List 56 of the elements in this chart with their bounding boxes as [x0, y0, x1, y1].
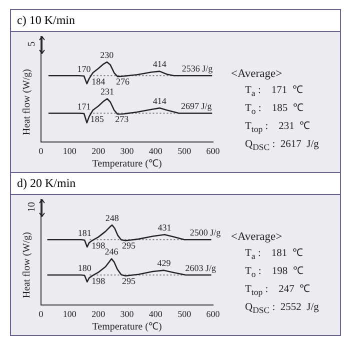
x-tick-label: 200	[92, 308, 106, 319]
annotation: 414	[152, 59, 167, 70]
text: T$_{a}$ : 171 ℃	[244, 84, 304, 100]
y-axis-title: Heat flow (W/g)	[22, 232, 33, 298]
annotation: 273	[115, 114, 130, 124]
text: <Average>	[231, 68, 284, 80]
x-tick-label: 400	[148, 308, 163, 319]
annotation: 295	[122, 240, 136, 250]
annotation: 276	[116, 76, 130, 87]
annotation: 248	[105, 212, 120, 223]
annotation: 429	[157, 258, 172, 268]
annotation: 295	[122, 276, 136, 286]
text: T$_{o}$ : 198 ℃	[244, 265, 304, 282]
annotation: 246	[104, 246, 119, 257]
x-tick-label: 400	[148, 146, 163, 156]
x-tick-label: 0	[38, 308, 44, 319]
chart-title: d) 20 K/min	[11, 173, 340, 195]
x-tick-label: 100	[62, 308, 77, 319]
annotation: 231	[100, 86, 114, 97]
text: Q$_{DSC}$ : 2617 J/g	[244, 138, 319, 154]
x-axis-title: Temperature (℃)	[92, 158, 162, 170]
text: T$_{a}$ : 181 ℃	[244, 247, 304, 264]
x-tick-label: 500	[178, 146, 192, 156]
text: 10	[26, 202, 38, 212]
annotation: 184	[92, 76, 106, 87]
annotation: 2536 J/g	[182, 64, 214, 74]
annotation: 2500 J/g	[190, 227, 222, 238]
annotation: 181	[78, 228, 92, 238]
text: 5	[26, 42, 38, 46]
x-tick-label: 300	[120, 146, 134, 156]
annotation: 198	[92, 240, 106, 250]
x-tick-label: 300	[120, 308, 134, 319]
annotation: 2603 J/g	[185, 262, 217, 273]
x-tick-label: 600	[206, 146, 220, 156]
annotation: 170	[77, 64, 92, 74]
x-tick-label: 600	[206, 308, 220, 319]
annotation: 185	[90, 114, 104, 124]
text: T$_{top}$ : 247 ℃	[244, 283, 311, 300]
annotation: 414	[152, 96, 167, 106]
annotation: 230	[100, 50, 114, 60]
x-tick-label: 0	[38, 146, 44, 156]
text: Q$_{DSC}$ : 2552 J/g	[244, 301, 319, 318]
x-tick-label: 200	[92, 146, 106, 156]
x-tick-label: 500	[178, 308, 192, 319]
annotation: 431	[158, 222, 172, 233]
annotation: 198	[92, 276, 106, 286]
text: <Average>	[231, 231, 284, 243]
y-axis-title: Heat flow (W/g)	[22, 69, 33, 136]
annotation: 180	[78, 263, 92, 274]
text: T$_{o}$ : 185 ℃	[244, 102, 304, 118]
annotation: 2697 J/g	[180, 101, 212, 112]
x-tick-label: 100	[62, 146, 77, 156]
text: T$_{top}$ : 231 ℃	[244, 120, 311, 136]
chart-title: c) 10 K/min	[11, 10, 340, 32]
annotation: 171	[77, 101, 91, 112]
x-axis-title: Temperature (℃)	[92, 322, 162, 333]
